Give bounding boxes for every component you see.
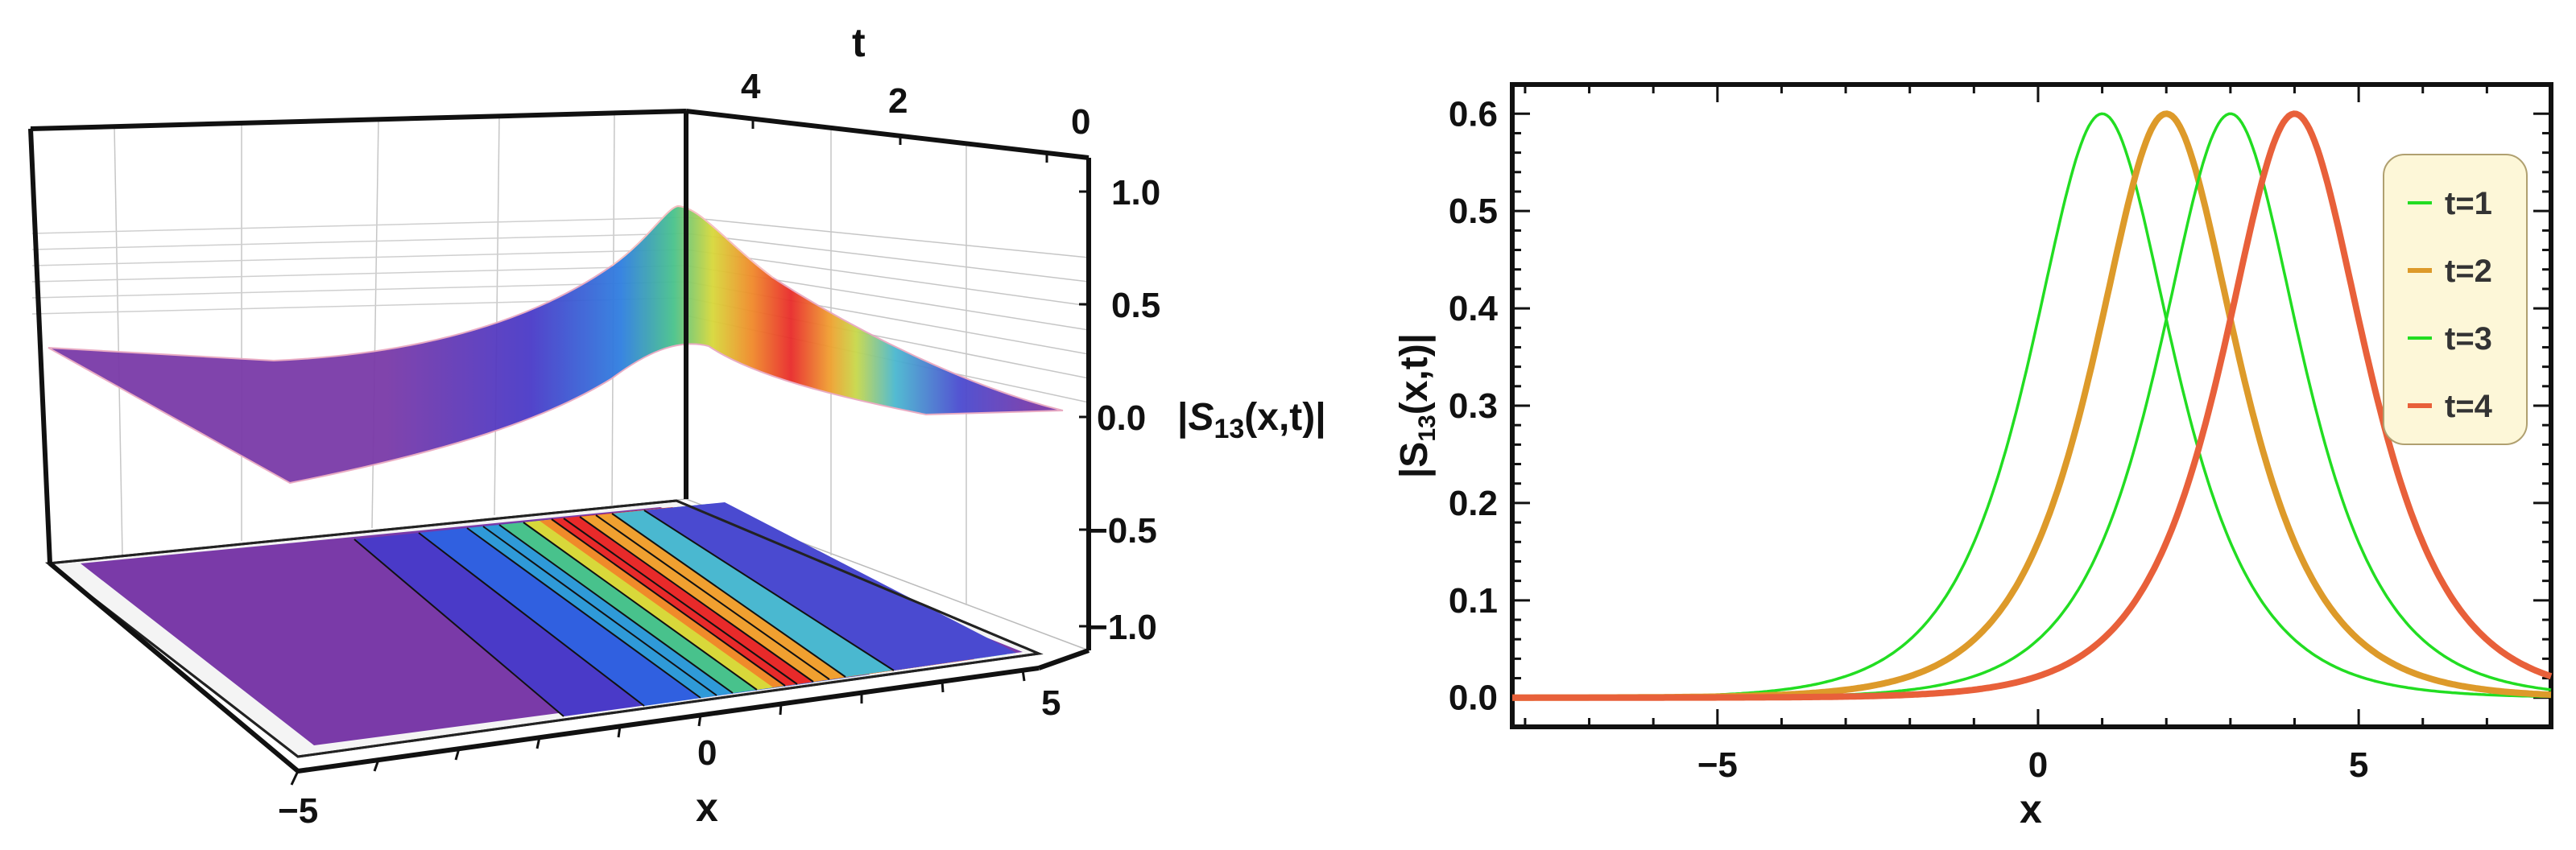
z-axis-title-sub: 13 bbox=[1214, 414, 1244, 444]
z-axis-ticks bbox=[1079, 190, 1089, 628]
t-tick-label: 2 bbox=[888, 81, 908, 121]
line-plot: −5 0 5 0.0 0.1 0.2 0.3 0.4 0.5 0.6 x |S13(x,t)| t… bbox=[1393, 82, 2553, 831]
z-tick-label: 0.0 bbox=[1097, 398, 1146, 438]
x-tick-label: −5 bbox=[1697, 745, 1738, 785]
z-axis-title: |S13(x,t)| bbox=[1177, 396, 1326, 444]
series-line bbox=[1511, 110, 2553, 701]
y-tick-label: 0.6 bbox=[1449, 94, 1498, 134]
surface-plot: −5 0 5 x 4 2 0 t 1.0 0.5 0.0 −0.5 −1.0 |… bbox=[28, 20, 1326, 831]
surface bbox=[48, 204, 1064, 485]
x-axis-ticks bbox=[290, 669, 1026, 786]
y-tick-label: 0.5 bbox=[1449, 192, 1498, 231]
contour-lines bbox=[354, 510, 895, 717]
t-axis-ticks bbox=[751, 119, 1048, 163]
y-axis-title-pre: |S bbox=[1393, 442, 1436, 478]
floor-contours bbox=[354, 502, 1016, 716]
y-tick-label: 0.0 bbox=[1449, 679, 1498, 718]
y-tick-label: 0.1 bbox=[1449, 581, 1498, 621]
tick-labels: −5 0 5 0.0 0.1 0.2 0.3 0.4 0.5 0.6 bbox=[1449, 94, 2369, 785]
y-tick-label: 0.4 bbox=[1449, 289, 1499, 328]
x-tick-label: 0 bbox=[2028, 745, 2048, 785]
z-axis-title-pre: | bbox=[1177, 396, 1188, 439]
series-lines bbox=[1511, 110, 2553, 701]
z-axis-title-post: (x,t)| bbox=[1244, 396, 1325, 439]
x-tick-label: −5 bbox=[278, 791, 318, 831]
legend-items: t=1 t=2 t=3 t=4 bbox=[2408, 186, 2493, 424]
back-hgrid bbox=[31, 217, 687, 315]
y-tick-label: 0.3 bbox=[1449, 386, 1498, 426]
z-tick-label: 0.5 bbox=[1111, 286, 1160, 325]
y-axis-title-sub: 13 bbox=[1414, 415, 1441, 441]
y-axis-title-post: (x,t)| bbox=[1393, 333, 1436, 415]
x-tick-label: 5 bbox=[2349, 745, 2368, 785]
t-tick-label: 4 bbox=[741, 67, 761, 106]
z-tick-label: −1.0 bbox=[1087, 608, 1157, 647]
legend-label: t=1 bbox=[2445, 186, 2492, 221]
legend: t=1 t=2 t=3 t=4 bbox=[2383, 154, 2528, 445]
x-axis-title: x bbox=[2020, 786, 2042, 831]
x-tick-label: 5 bbox=[1041, 683, 1061, 723]
t-tick-label: 0 bbox=[1071, 102, 1090, 142]
legend-label: t=4 bbox=[2445, 389, 2493, 424]
floor-border bbox=[45, 499, 1044, 758]
y-axis-title: |S13(x,t)| bbox=[1393, 333, 1441, 478]
x-tick-label: 0 bbox=[697, 733, 717, 773]
z-tick-label: −0.5 bbox=[1087, 511, 1157, 551]
y-tick-label: 0.2 bbox=[1449, 484, 1498, 523]
legend-box bbox=[2383, 154, 2528, 445]
x-axis-title: x bbox=[696, 785, 718, 830]
z-axis-title-sym: S bbox=[1188, 396, 1214, 439]
legend-label: t=3 bbox=[2445, 321, 2492, 357]
legend-label: t=2 bbox=[2445, 254, 2492, 289]
box-frame bbox=[28, 109, 1091, 774]
t-axis-title: t bbox=[852, 20, 866, 65]
z-tick-label: 1.0 bbox=[1111, 173, 1160, 212]
surface-ridge bbox=[611, 204, 774, 279]
